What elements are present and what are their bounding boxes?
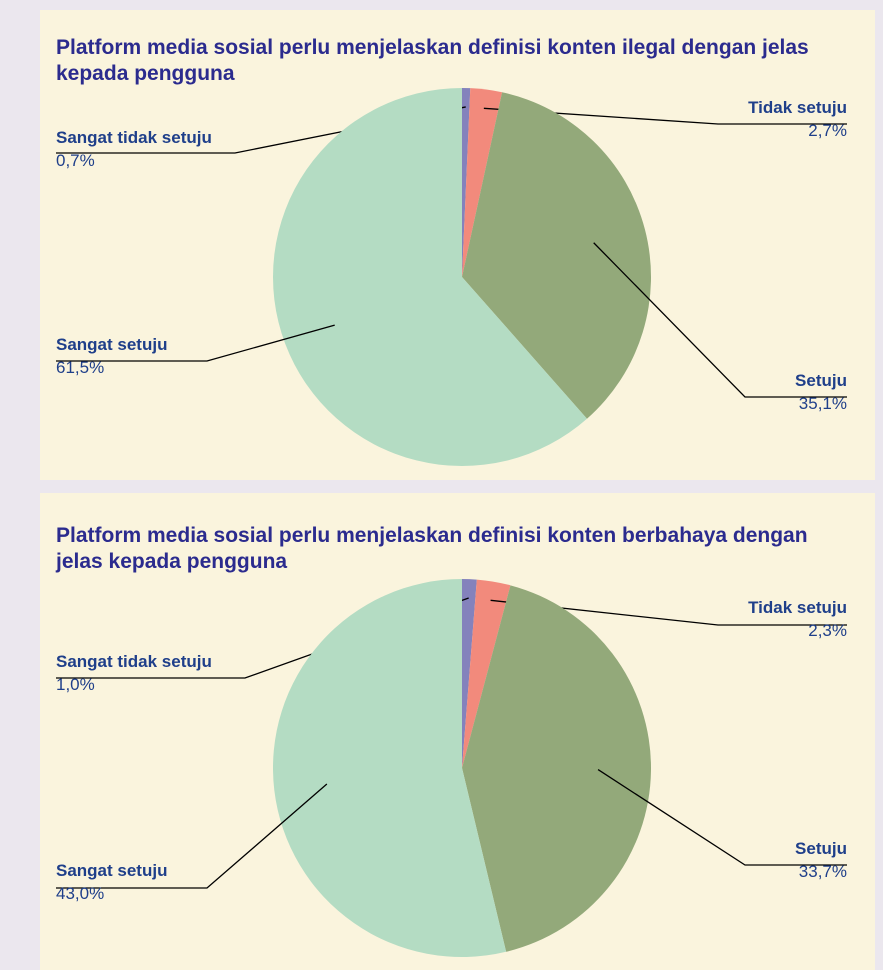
leader-line — [597, 769, 847, 866]
pie-slice — [272, 88, 587, 466]
slice-value: 61,5% — [56, 358, 104, 377]
slice-label: Setuju — [795, 839, 847, 858]
leader-line — [483, 107, 847, 125]
slice-value: 43,0% — [56, 884, 104, 903]
slice-value: 0,7% — [56, 151, 95, 170]
leader-line — [56, 783, 328, 889]
pie-slice — [462, 579, 477, 768]
pie-slice — [272, 579, 507, 958]
chart-title: Platform media sosial perlu menjelaskan … — [56, 36, 809, 85]
slice-value: 2,7% — [808, 121, 847, 140]
slice-value: 35,1% — [799, 394, 847, 413]
leader-line — [56, 324, 335, 362]
slice-label: Setuju — [795, 371, 847, 390]
leader-line — [490, 599, 847, 626]
slice-label: Tidak setuju — [748, 598, 847, 617]
pie-slice — [462, 88, 471, 277]
slice-label: Tidak setuju — [748, 98, 847, 117]
pie-slice — [462, 88, 503, 278]
slice-value: 2,3% — [808, 621, 847, 640]
slice-label: Sangat tidak setuju — [56, 652, 212, 671]
pie-slice — [462, 579, 511, 768]
pie-slice — [462, 585, 651, 952]
chart-title: Platform media sosial perlu menjelaskan … — [56, 524, 808, 573]
slice-value: 33,7% — [799, 862, 847, 881]
slice-label: Sangat tidak setuju — [56, 128, 212, 147]
slice-label: Sangat setuju — [56, 335, 167, 354]
leader-line — [593, 242, 847, 398]
pie-slice — [462, 92, 651, 419]
slice-value: 1,0% — [56, 675, 95, 694]
slice-label: Sangat setuju — [56, 861, 167, 880]
